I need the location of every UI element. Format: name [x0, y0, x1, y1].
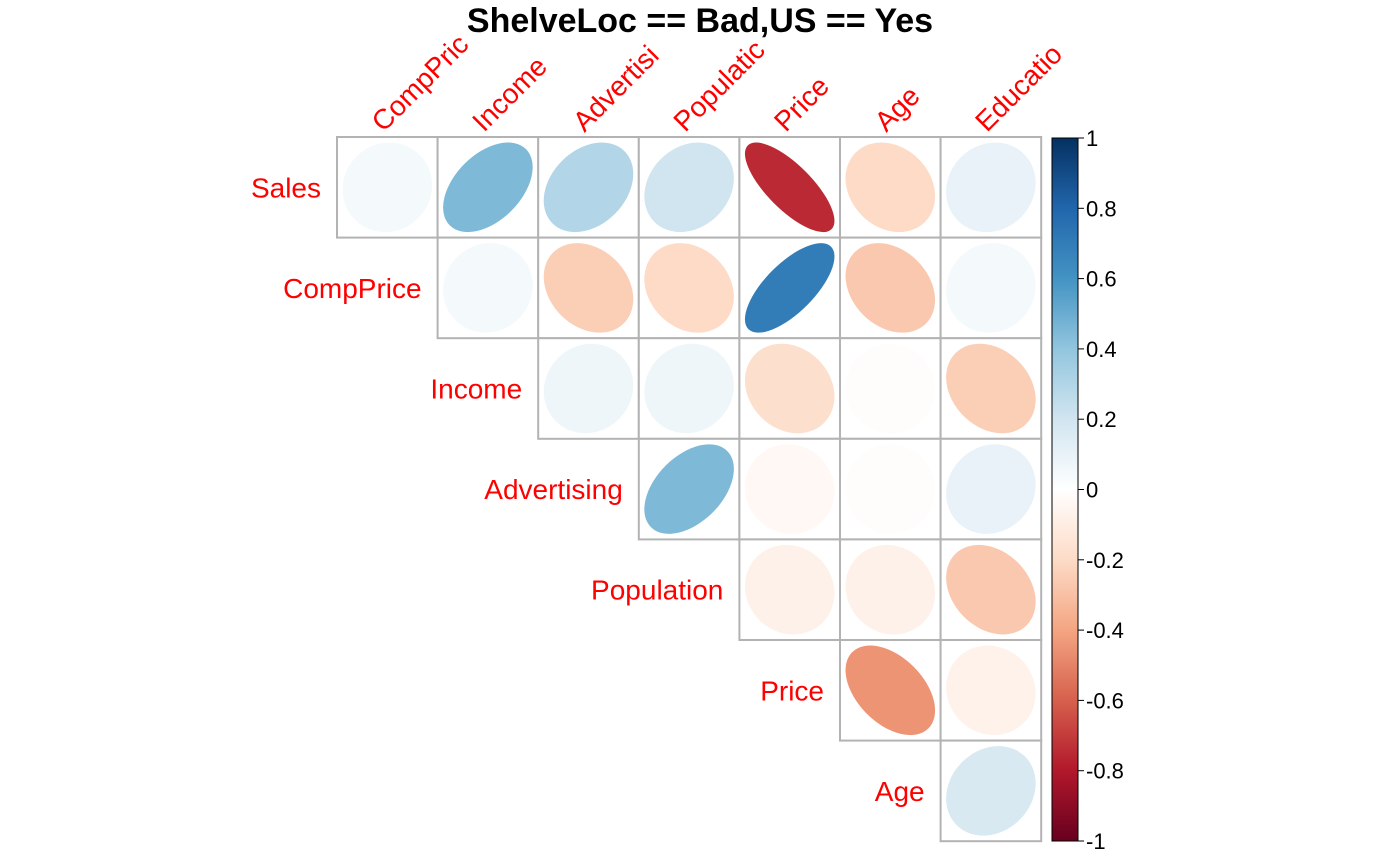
correlation-ellipse — [946, 645, 1036, 736]
correlation-ellipse — [342, 142, 433, 233]
column-label: Income — [466, 50, 553, 137]
column-label: Populatic — [667, 34, 770, 137]
colorbar-tick-label: 1 — [1086, 126, 1098, 151]
colorbar-tick-label: 0.6 — [1086, 267, 1117, 292]
correlation-ellipse — [744, 142, 835, 233]
row-label: Advertising — [484, 474, 623, 505]
row-label: Sales — [251, 172, 321, 203]
correlation-ellipse — [845, 645, 936, 736]
row-label: Population — [591, 575, 723, 606]
column-label: Age — [869, 80, 926, 137]
correlation-ellipse — [744, 343, 835, 434]
correlation-ellipse — [744, 444, 835, 534]
colorbar-tick-label: 0.8 — [1086, 196, 1117, 221]
colorbar-tick-label: -0.6 — [1086, 688, 1124, 713]
correlation-ellipse — [744, 243, 835, 333]
correlation-ellipse — [845, 544, 936, 635]
correlation-ellipse — [946, 444, 1036, 534]
row-label: CompPrice — [283, 273, 421, 304]
colorbar-tick-label: -0.8 — [1086, 759, 1124, 784]
correlation-ellipse — [443, 243, 533, 333]
correlation-grid — [336, 136, 1043, 843]
column-label: Advertisi — [567, 39, 665, 137]
row-label: Income — [430, 374, 522, 405]
correlation-ellipse — [946, 544, 1036, 635]
colorbar-tick-label: -1 — [1086, 829, 1106, 854]
correlation-ellipse — [644, 243, 734, 333]
colorbar-tick-label: 0 — [1086, 478, 1098, 503]
correlation-ellipse — [946, 343, 1036, 434]
colorbar-tick-label: -0.4 — [1086, 618, 1124, 643]
correlation-ellipse — [443, 142, 533, 233]
correlation-ellipse — [845, 343, 936, 434]
correlation-ellipse — [744, 544, 835, 635]
colorbar-tick-label: 0.2 — [1086, 407, 1117, 432]
correlation-ellipse — [644, 444, 734, 534]
correlation-ellipse — [845, 243, 936, 333]
column-label: CompPric — [366, 28, 475, 137]
colorbar-tick-label: 0.4 — [1086, 337, 1117, 362]
row-label: Price — [760, 675, 824, 706]
colorbar-gradient — [1051, 137, 1079, 842]
colorbar-tick-label: -0.2 — [1086, 548, 1124, 573]
correlation-ellipse — [946, 243, 1036, 333]
chart-title: ShelveLoc == Bad,US == Yes — [467, 2, 933, 40]
correlation-ellipse — [543, 343, 634, 434]
correlation-ellipse — [543, 142, 634, 233]
row-label: Age — [875, 776, 925, 807]
column-label: Price — [768, 70, 835, 137]
correlation-ellipse — [946, 746, 1036, 836]
correlation-ellipse — [845, 142, 936, 233]
correlation-ellipse — [543, 243, 634, 333]
correlation-ellipse — [644, 343, 734, 434]
correlation-ellipse — [946, 142, 1036, 233]
column-label: Educatio — [969, 38, 1068, 137]
row-labels: Sales CompPrice Income Advertising Populatio… — [251, 172, 925, 807]
correlation-ellipse — [644, 142, 734, 233]
colorbar: 1 0.8 0.6 0.4 0.2 0 -0.2 -0.4 -0.6 -0.8 -1 — [1051, 126, 1124, 854]
correlation-ellipse — [845, 444, 936, 534]
